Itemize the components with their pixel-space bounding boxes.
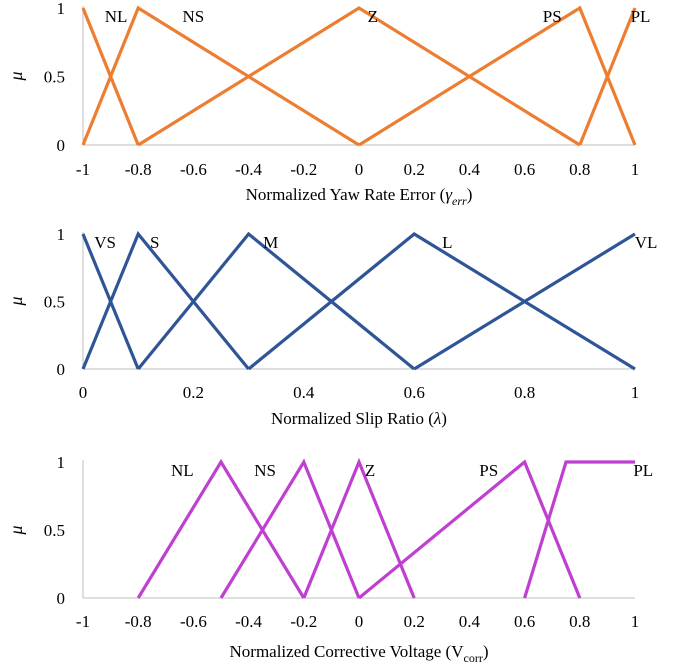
y-tick-label: 1: [57, 453, 66, 472]
y-tick-label: 0: [57, 136, 66, 155]
x-tick-label: 0.2: [404, 612, 425, 631]
membership-line-m: [136, 231, 416, 371]
membership-label-ns: NS: [254, 461, 276, 480]
x-axis-label-text: Normalized Corrective Voltage (V: [230, 642, 465, 661]
x-tick-label: -0.2: [290, 612, 317, 631]
y-axis-label: μ: [6, 296, 26, 306]
x-tick-label: 0: [79, 383, 88, 402]
x-axis-label: Normalized Slip Ratio (λ): [271, 409, 447, 428]
x-axis-label: Normalized Yaw Rate Error (γerr): [246, 185, 473, 208]
y-axis-label: μ: [6, 71, 26, 81]
membership-line-ps: [357, 459, 582, 600]
membership-label-s: S: [150, 233, 159, 252]
membership-label-nl: NL: [171, 461, 194, 480]
x-tick-label: 1: [631, 160, 640, 179]
membership-label-ns: NS: [183, 7, 205, 26]
membership-label-l: L: [442, 233, 452, 252]
x-tick-label: -0.8: [125, 612, 152, 631]
y-tick-label: 0.5: [44, 68, 65, 87]
x-tick-label: 0.2: [404, 160, 425, 179]
x-tick-label: 0.8: [569, 612, 590, 631]
x-tick-label: -0.8: [125, 160, 152, 179]
slip-ratio-chart: 0 0.5 1 0 0.2 0.4 0.6 0.8 1 μ Normalized Slip Rati…: [6, 225, 657, 428]
membership-label-z: Z: [365, 461, 375, 480]
x-tick-label: 0.4: [459, 160, 481, 179]
x-axis-label-close: ): [467, 185, 473, 204]
membership-label-z: Z: [368, 7, 378, 26]
membership-line-vl: [413, 232, 636, 371]
x-axis-label-symbol: λ: [433, 409, 441, 428]
membership-line-pl: [523, 460, 635, 599]
membership-label-nl: NL: [105, 7, 128, 26]
x-tick-label: -0.4: [235, 612, 262, 631]
membership-label-pl: PL: [631, 7, 651, 26]
x-axis-label-text: Normalized Yaw Rate Error (: [246, 185, 446, 204]
yaw-rate-error-chart: 0 0.5 1 -1 -0.8 -0.6 -0.4 -0.2 0 0.2 0.4 0.6 0.8 1 μ No…: [6, 0, 650, 208]
membership-line-ns: [81, 5, 360, 147]
x-tick-label: -0.2: [290, 160, 317, 179]
x-tick-label: -0.6: [180, 160, 207, 179]
x-axis-label-subscript: err: [452, 194, 467, 208]
x-tick-label: 0.4: [459, 612, 481, 631]
membership-line-nl: [136, 458, 306, 599]
membership-line-l: [247, 232, 636, 371]
x-tick-label: -1: [76, 160, 90, 179]
membership-label-vs: VS: [94, 233, 116, 252]
x-tick-label: -0.6: [180, 612, 207, 631]
y-axis-label: μ: [6, 525, 26, 535]
x-axis-label-symbol: γ: [445, 185, 453, 204]
membership-label-vl: VL: [635, 233, 658, 252]
x-tick-label: -0.4: [235, 160, 262, 179]
membership-line-z: [137, 6, 581, 147]
membership-label-m: M: [263, 233, 278, 252]
x-axis-label-subscript: corr: [464, 651, 483, 665]
membership-line-s: [81, 230, 250, 371]
x-tick-label: -1: [76, 612, 90, 631]
y-tick-label: 0: [57, 360, 66, 379]
x-tick-label: 0.2: [183, 383, 204, 402]
x-tick-label: 1: [631, 383, 640, 402]
x-tick-label: 0.6: [514, 612, 535, 631]
x-tick-label: 0: [355, 612, 364, 631]
x-tick-label: 0.6: [404, 383, 425, 402]
y-tick-label: 0: [57, 589, 66, 608]
membership-label-ps: PS: [479, 461, 498, 480]
x-tick-label: 0.8: [569, 160, 590, 179]
y-tick-label: 1: [57, 0, 66, 18]
x-tick-label: 0.8: [514, 383, 535, 402]
membership-line-pl: [578, 7, 637, 146]
membership-line-ps: [358, 5, 637, 147]
y-tick-label: 0.5: [44, 293, 65, 312]
x-tick-label: 0: [355, 160, 364, 179]
x-tick-label: 0.6: [514, 160, 535, 179]
membership-label-ps: PS: [543, 7, 562, 26]
membership-label-pl: PL: [633, 461, 653, 480]
y-tick-label: 1: [57, 225, 66, 244]
corrective-voltage-chart: 0 0.5 1 -1 -0.8 -0.6 -0.4 -0.2 0 0.2 0.4 0.6 0.8 1 μ No…: [6, 453, 653, 665]
y-tick-label: 0.5: [44, 521, 65, 540]
membership-line-z: [302, 457, 416, 599]
x-tick-label: 1: [631, 612, 640, 631]
x-axis-label: Normalized Corrective Voltage (Vcorr): [230, 642, 489, 665]
x-axis-label-close: ): [441, 409, 447, 428]
x-axis-label-close: ): [483, 642, 489, 661]
x-axis-label-text: Normalized Slip Ratio (: [271, 409, 434, 428]
x-tick-label: 0.4: [293, 383, 315, 402]
membership-line-ns: [219, 458, 361, 599]
